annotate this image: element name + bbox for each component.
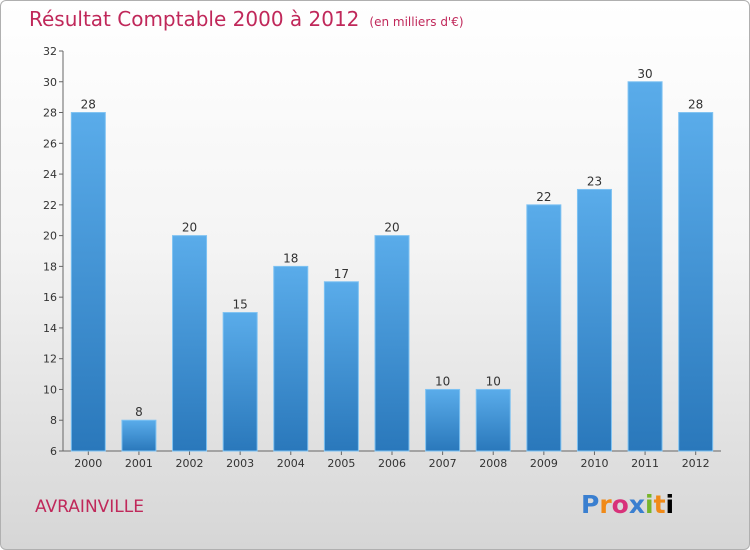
- x-tick-label-2003: 2003: [226, 457, 254, 470]
- y-tick-label: 30: [43, 76, 57, 89]
- x-tick-label-2000: 2000: [74, 457, 102, 470]
- bar-2011: [627, 81, 663, 452]
- logo-letter: i: [645, 490, 654, 519]
- y-tick-label: 18: [43, 260, 57, 273]
- value-label-2001: 8: [135, 405, 143, 419]
- x-tick-label-2011: 2011: [631, 457, 659, 470]
- chart-axes: 6 8 10 12 14 16 18 20 22 24 26 28 30 32 2000 2001 2002 20…: [43, 45, 721, 470]
- logo-letter: x: [628, 490, 645, 519]
- bar-2001: [121, 419, 157, 452]
- bar-2009: [526, 204, 562, 452]
- x-tick-label-2012: 2012: [682, 457, 710, 470]
- x-tick-label-2005: 2005: [327, 457, 355, 470]
- value-label-2002: 20: [182, 221, 197, 235]
- chart-bars: [70, 81, 714, 452]
- bar-2004: [273, 265, 309, 452]
- y-tick-label: 24: [43, 168, 57, 181]
- value-label-2012: 28: [688, 98, 703, 112]
- logo-letter: P: [581, 490, 600, 519]
- commune-name: AVRAINVILLE: [35, 497, 144, 517]
- x-tick-label-2001: 2001: [125, 457, 153, 470]
- value-label-2010: 23: [587, 174, 602, 188]
- value-label-2000: 28: [81, 98, 96, 112]
- bar-2000: [70, 112, 106, 452]
- y-tick-label: 26: [43, 137, 57, 150]
- chart-subtitle: (en milliers d'€): [369, 15, 464, 29]
- chart-title-text: Résultat Comptable 2000 à 2012: [29, 7, 360, 31]
- x-tick-label-2007: 2007: [429, 457, 457, 470]
- chart-labels: 28 8 20 15 18 17 20 10 10 22 23 30 28: [81, 67, 704, 419]
- x-tick-label-2006: 2006: [378, 457, 406, 470]
- value-label-2011: 30: [637, 67, 652, 81]
- y-tick-label: 16: [43, 291, 57, 304]
- bar-2007: [425, 388, 461, 452]
- bar-2006: [374, 235, 410, 452]
- bar-2002: [172, 235, 208, 452]
- value-label-2004: 18: [283, 251, 298, 265]
- bar-2012: [678, 112, 714, 452]
- chart-title: Résultat Comptable 2000 à 2012 (en millie…: [29, 7, 464, 31]
- y-tick-label: 10: [43, 383, 57, 396]
- bar-2008: [475, 388, 511, 452]
- value-label-2009: 22: [536, 190, 551, 204]
- value-label-2007: 10: [435, 374, 450, 388]
- y-tick-label: 32: [43, 45, 57, 58]
- x-tick-label-2008: 2008: [479, 457, 507, 470]
- y-tick-label: 20: [43, 230, 57, 243]
- x-tick-label-2002: 2002: [176, 457, 204, 470]
- bar-2003: [222, 312, 258, 452]
- x-tick-label-2010: 2010: [580, 457, 608, 470]
- logo-letter: t: [653, 490, 666, 519]
- x-tick-label-2004: 2004: [277, 457, 305, 470]
- y-tick-label: 22: [43, 199, 57, 212]
- y-tick-label: 8: [50, 414, 57, 427]
- value-label-2005: 17: [334, 267, 349, 281]
- y-tick-label: 12: [43, 353, 57, 366]
- y-tick-label: 6: [50, 445, 57, 458]
- bar-2005: [323, 281, 359, 452]
- y-tick-label: 14: [43, 322, 57, 335]
- logo-letter: r: [599, 490, 612, 519]
- bar-2010: [576, 188, 612, 452]
- value-label-2003: 15: [233, 298, 248, 312]
- value-label-2006: 20: [384, 221, 399, 235]
- proxiti-logo: Proxiti: [581, 490, 674, 519]
- value-label-2008: 10: [486, 374, 501, 388]
- logo-letter: o: [611, 490, 629, 519]
- logo-letter: i: [665, 490, 675, 519]
- y-tick-label: 28: [43, 107, 57, 120]
- x-tick-label-2009: 2009: [530, 457, 558, 470]
